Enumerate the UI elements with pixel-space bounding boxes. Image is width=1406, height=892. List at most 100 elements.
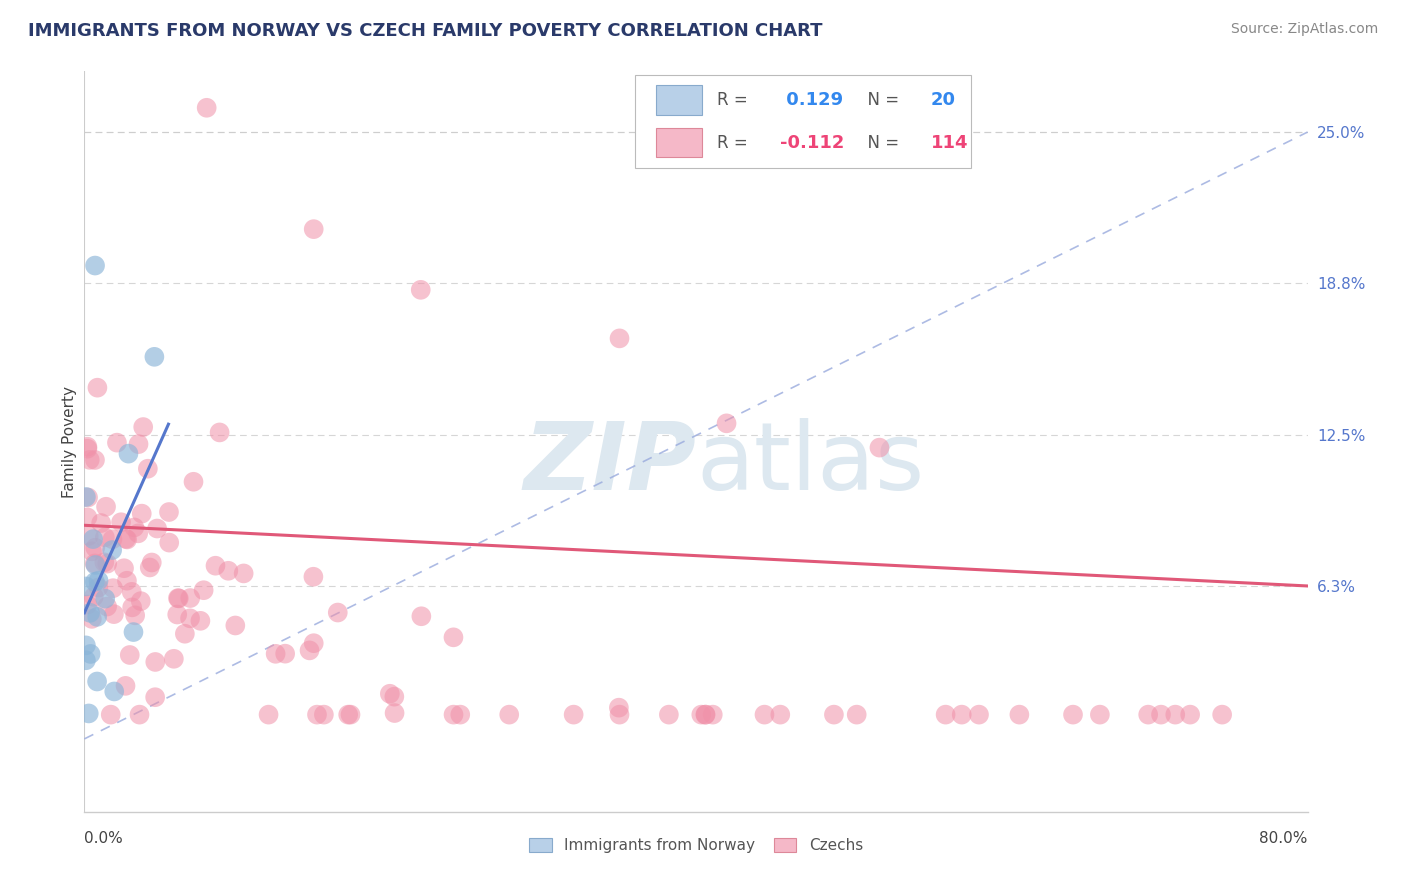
Point	[658, 707, 681, 722]
Point	[86, 381, 108, 395]
Point	[195, 101, 218, 115]
Point	[101, 543, 124, 558]
Point	[76, 442, 98, 456]
Point	[411, 609, 433, 624]
Point	[87, 581, 110, 595]
Point	[950, 707, 973, 722]
Point	[127, 526, 149, 541]
Point	[167, 591, 190, 606]
Point	[84, 558, 107, 572]
Point	[157, 535, 180, 549]
Point	[217, 564, 239, 578]
Point	[103, 684, 125, 698]
Point	[163, 652, 186, 666]
Point	[193, 583, 215, 598]
Point	[139, 560, 162, 574]
Point	[128, 437, 150, 451]
Point	[339, 707, 361, 722]
Point	[378, 687, 401, 701]
Point	[1178, 707, 1201, 722]
Point	[121, 585, 143, 599]
Point	[93, 555, 115, 569]
Point	[115, 533, 138, 547]
Point	[302, 570, 325, 584]
Point	[562, 707, 585, 722]
Point	[129, 594, 152, 608]
Point	[302, 636, 325, 650]
Text: IMMIGRANTS FROM NORWAY VS CZECH FAMILY POVERTY CORRELATION CHART: IMMIGRANTS FROM NORWAY VS CZECH FAMILY P…	[28, 22, 823, 40]
Point	[232, 566, 254, 581]
Point	[84, 453, 107, 467]
Point	[94, 530, 117, 544]
Point	[75, 579, 97, 593]
Bar	[655, 86, 702, 115]
Text: -0.112: -0.112	[780, 134, 845, 152]
Point	[1062, 707, 1084, 722]
Point	[84, 541, 107, 555]
Point	[208, 425, 231, 440]
Point	[105, 435, 128, 450]
Point	[94, 500, 117, 514]
Text: R =: R =	[717, 134, 752, 152]
Point	[76, 510, 98, 524]
Legend: Immigrants from Norway, Czechs: Immigrants from Norway, Czechs	[523, 832, 869, 860]
Point	[77, 706, 100, 721]
Text: 0.0%: 0.0%	[84, 831, 124, 847]
Point	[96, 557, 118, 571]
Y-axis label: Family Poverty: Family Poverty	[62, 385, 77, 498]
Point	[115, 574, 138, 588]
Point	[264, 647, 287, 661]
Point	[84, 259, 107, 273]
Point	[690, 707, 713, 722]
Point	[823, 707, 845, 722]
Point	[100, 707, 122, 722]
Point	[96, 599, 118, 614]
Point	[79, 647, 101, 661]
Point	[115, 532, 138, 546]
Point	[143, 690, 166, 705]
Text: 0.129: 0.129	[780, 91, 844, 109]
Point	[80, 612, 103, 626]
Point	[409, 283, 432, 297]
Bar	[655, 128, 702, 157]
Point	[302, 222, 325, 236]
Point	[1211, 707, 1233, 722]
Point	[132, 420, 155, 434]
Text: N =: N =	[858, 91, 905, 109]
Point	[101, 581, 124, 595]
Text: Source: ZipAtlas.com: Source: ZipAtlas.com	[1230, 22, 1378, 37]
Point	[1164, 707, 1187, 722]
Point	[124, 520, 146, 534]
Point	[131, 507, 153, 521]
Point	[702, 707, 724, 722]
Point	[298, 643, 321, 657]
Point	[75, 653, 97, 667]
Point	[305, 707, 328, 722]
Point	[76, 440, 98, 454]
Point	[157, 505, 180, 519]
Point	[82, 532, 104, 546]
Point	[204, 558, 226, 573]
Point	[124, 608, 146, 623]
Point	[167, 591, 190, 606]
Point	[1137, 707, 1160, 722]
Point	[326, 606, 349, 620]
Point	[76, 598, 98, 612]
Point	[101, 533, 124, 547]
Point	[83, 590, 105, 604]
Point	[695, 707, 717, 722]
Text: atlas: atlas	[696, 417, 924, 509]
Point	[79, 606, 101, 620]
Point	[121, 600, 143, 615]
Point	[83, 557, 105, 571]
Point	[769, 707, 792, 722]
Point	[110, 515, 132, 529]
Point	[94, 591, 117, 606]
Point	[1150, 707, 1173, 722]
Point	[609, 707, 631, 722]
Point	[1088, 707, 1111, 722]
Point	[75, 490, 97, 504]
Point	[86, 674, 108, 689]
Point	[274, 647, 297, 661]
Point	[967, 707, 990, 722]
